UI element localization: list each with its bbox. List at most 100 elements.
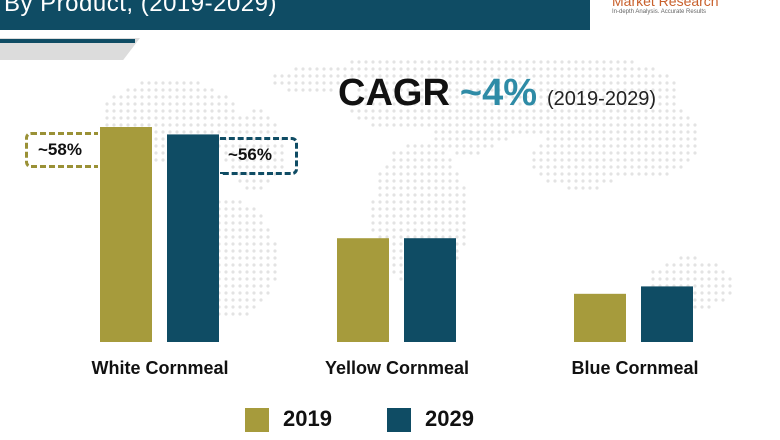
- map-dot: [714, 277, 718, 281]
- map-dot: [133, 88, 137, 92]
- map-dot: [574, 186, 578, 190]
- map-dot: [252, 277, 256, 281]
- map-dot: [693, 263, 697, 267]
- map-dot: [231, 249, 235, 253]
- map-dot: [504, 116, 508, 120]
- map-dot: [448, 179, 452, 183]
- map-dot: [378, 102, 382, 106]
- map-dot: [679, 151, 683, 155]
- map-dot: [420, 74, 424, 78]
- map-dot: [273, 165, 277, 169]
- map-dot: [623, 109, 627, 113]
- map-dot: [504, 109, 508, 113]
- map-dot: [679, 144, 683, 148]
- map-dot: [252, 214, 256, 218]
- map-dot: [623, 88, 627, 92]
- map-dot: [175, 123, 179, 127]
- map-dot: [455, 242, 459, 246]
- map-dot: [567, 95, 571, 99]
- map-dot: [140, 116, 144, 120]
- map-dot: [140, 88, 144, 92]
- map-dot: [119, 102, 123, 106]
- map-dot: [168, 109, 172, 113]
- map-dot: [672, 151, 676, 155]
- map-dot: [427, 74, 431, 78]
- map-dot: [448, 102, 452, 106]
- map-dot: [245, 158, 249, 162]
- map-dot: [616, 74, 620, 78]
- map-dot: [490, 81, 494, 85]
- map-dot: [371, 60, 375, 64]
- map-dot: [259, 186, 263, 190]
- map-dot: [609, 179, 613, 183]
- map-dot: [252, 256, 256, 260]
- map-dot: [539, 95, 543, 99]
- map-dot: [679, 165, 683, 169]
- map-dot: [133, 123, 137, 127]
- map-dot: [560, 123, 564, 127]
- map-dot: [567, 165, 571, 169]
- map-dot: [707, 270, 711, 274]
- map-dot: [245, 277, 249, 281]
- map-dot: [595, 81, 599, 85]
- map-dot: [455, 249, 459, 253]
- map-dot: [546, 130, 550, 134]
- map-dot: [210, 123, 214, 127]
- map-dot: [455, 200, 459, 204]
- map-dot: [462, 242, 466, 246]
- map-dot: [700, 298, 704, 302]
- map-dot: [280, 81, 284, 85]
- map-dot: [427, 186, 431, 190]
- map-dot: [448, 207, 452, 211]
- map-dot: [224, 312, 228, 316]
- map-dot: [644, 74, 648, 78]
- map-dot: [686, 116, 690, 120]
- map-dot: [560, 172, 564, 176]
- map-dot: [581, 123, 585, 127]
- category-label-white: White Cornmeal: [91, 358, 229, 378]
- map-dot: [574, 102, 578, 106]
- map-dot: [539, 109, 543, 113]
- map-dot: [420, 207, 424, 211]
- map-dot: [259, 270, 263, 274]
- map-dot: [245, 151, 249, 155]
- map-dot: [672, 165, 676, 169]
- map-dot: [308, 74, 312, 78]
- map-dot: [490, 123, 494, 127]
- map-dot: [294, 81, 298, 85]
- map-dot: [686, 137, 690, 141]
- map-dot: [511, 130, 515, 134]
- map-dot: [658, 151, 662, 155]
- map-dot: [581, 130, 585, 134]
- map-dot: [224, 144, 228, 148]
- map-dot: [665, 88, 669, 92]
- map-dot: [630, 102, 634, 106]
- map-dot: [448, 130, 452, 134]
- map-dot: [266, 116, 270, 120]
- map-dot: [434, 179, 438, 183]
- map-dot: [546, 60, 550, 64]
- map-dot: [252, 284, 256, 288]
- map-dot: [336, 67, 340, 71]
- map-dot: [266, 158, 270, 162]
- map-dot: [525, 123, 529, 127]
- map-dot: [525, 60, 529, 64]
- map-dot: [490, 144, 494, 148]
- map-dot: [574, 60, 578, 64]
- map-dot: [434, 123, 438, 127]
- map-dot: [385, 116, 389, 120]
- map-dot: [329, 81, 333, 85]
- map-dot: [280, 151, 284, 155]
- map-dot: [224, 235, 228, 239]
- map-dot: [574, 179, 578, 183]
- map-dot: [560, 60, 564, 64]
- map-dot: [406, 88, 410, 92]
- map-dot: [434, 144, 438, 148]
- map-dot: [322, 67, 326, 71]
- cagr-label: CAGR: [338, 72, 450, 114]
- map-dot: [623, 137, 627, 141]
- map-dot: [588, 123, 592, 127]
- map-dot: [581, 95, 585, 99]
- map-dot: [224, 95, 228, 99]
- map-dot: [266, 228, 270, 232]
